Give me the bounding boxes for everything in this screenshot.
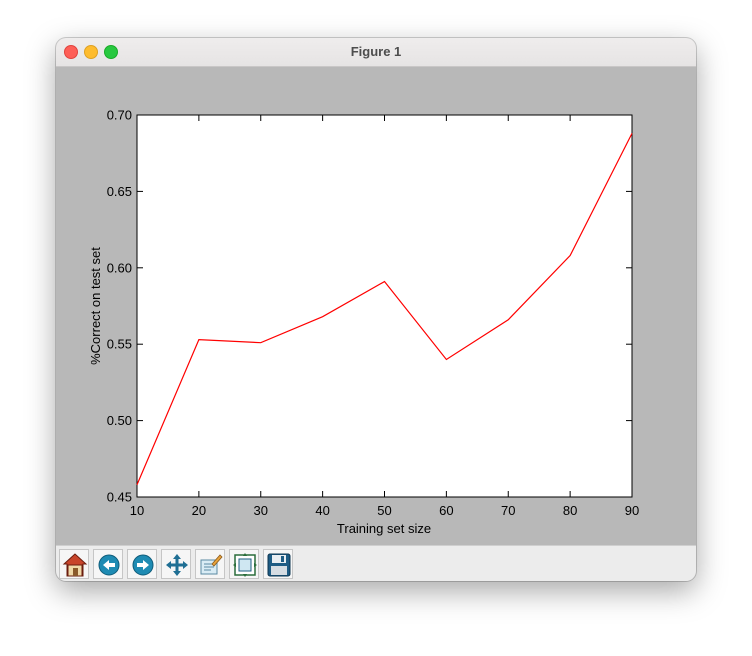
- x-tick-label: 90: [625, 503, 639, 518]
- x-tick-label: 20: [192, 503, 206, 518]
- y-axis-ticks: 0.45 0.50 0.55 0.60 0.65 0.70: [107, 108, 632, 505]
- forward-button[interactable]: [127, 549, 157, 579]
- zoom-rect-icon: [200, 554, 223, 575]
- back-button[interactable]: [93, 549, 123, 579]
- navigation-toolbar: [56, 545, 696, 581]
- figure-canvas[interactable]: 0.45 0.50 0.55 0.60 0.65 0.70 10 20 30 40 50 60 70 8…: [56, 67, 696, 545]
- y-tick-label: 0.55: [107, 337, 132, 352]
- window-title: Figure 1: [350, 44, 402, 59]
- x-tick-label: 50: [377, 503, 391, 518]
- minimize-window-button[interactable]: [84, 45, 98, 59]
- save-button[interactable]: [263, 549, 293, 579]
- y-tick-label: 0.50: [107, 413, 132, 428]
- x-tick-label: 40: [315, 503, 329, 518]
- x-tick-label: 30: [254, 503, 268, 518]
- home-button[interactable]: [59, 549, 89, 579]
- x-axis-label: Training set size: [337, 521, 431, 536]
- pan-button[interactable]: [161, 549, 191, 579]
- subplots-config-icon: [233, 553, 257, 577]
- axes-background: [136, 114, 633, 498]
- y-tick-label: 0.45: [107, 490, 132, 505]
- forward-arrow-icon: [132, 554, 154, 576]
- back-arrow-icon: [98, 554, 120, 576]
- x-tick-label: 80: [563, 503, 577, 518]
- pan-move-icon: [166, 554, 188, 576]
- x-tick-label: 70: [501, 503, 515, 518]
- series-line: [136, 133, 633, 486]
- close-window-button[interactable]: [64, 45, 78, 59]
- figure-window: Figure 1 0.45 0.50 0.55 0.60 0.65 0.70 10 20 30…: [56, 38, 696, 581]
- x-tick-label: 10: [130, 503, 144, 518]
- maximize-window-button[interactable]: [104, 45, 118, 59]
- y-tick-label: 0.65: [107, 184, 132, 199]
- line-chart[interactable]: 0.45 0.50 0.55 0.60 0.65 0.70 10 20 30 40 50 60 70 8…: [56, 67, 696, 545]
- zoom-button[interactable]: [195, 549, 225, 579]
- home-icon: [62, 553, 88, 577]
- y-tick-label: 0.70: [107, 108, 132, 123]
- series-group: [136, 133, 633, 486]
- save-floppy-icon: [267, 553, 291, 577]
- y-tick-label: 0.60: [107, 260, 132, 275]
- title-bar[interactable]: Figure 1: [56, 38, 696, 67]
- configure-subplots-button[interactable]: [229, 549, 259, 579]
- x-tick-label: 60: [439, 503, 453, 518]
- x-axis-ticks: 10 20 30 40 50 60 70 80 90: [130, 115, 639, 518]
- y-axis-label: %Correct on test set: [88, 247, 103, 365]
